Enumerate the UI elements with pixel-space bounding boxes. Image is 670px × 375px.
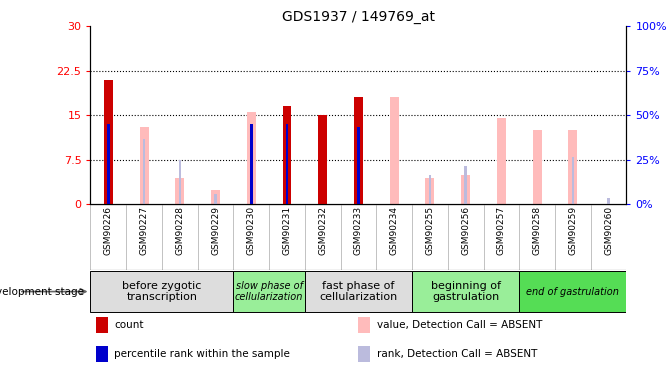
Bar: [519, 271, 626, 312]
Bar: [250, 124, 253, 204]
Text: percentile rank within the sample: percentile rank within the sample: [114, 349, 290, 359]
Text: GSM90230: GSM90230: [247, 206, 256, 255]
Text: GSM90226: GSM90226: [104, 206, 113, 255]
Bar: [247, 112, 256, 204]
Bar: [283, 106, 291, 204]
Bar: [211, 189, 220, 204]
Bar: [358, 318, 371, 333]
Bar: [568, 130, 578, 204]
Bar: [412, 271, 519, 312]
Bar: [429, 175, 431, 204]
Text: value, Detection Call = ABSENT: value, Detection Call = ABSENT: [377, 320, 542, 330]
Bar: [285, 124, 288, 204]
Text: GSM90258: GSM90258: [533, 206, 541, 255]
Bar: [318, 116, 327, 204]
Text: slow phase of
cellularization: slow phase of cellularization: [235, 281, 304, 302]
Bar: [390, 98, 399, 204]
Text: rank, Detection Call = ABSENT: rank, Detection Call = ABSENT: [377, 349, 537, 359]
Bar: [354, 98, 363, 204]
Bar: [139, 127, 149, 204]
Text: GSM90227: GSM90227: [139, 206, 149, 255]
Text: GSM90228: GSM90228: [176, 206, 184, 255]
Bar: [233, 271, 305, 312]
Bar: [461, 175, 470, 204]
Text: development stage: development stage: [0, 286, 84, 297]
Bar: [178, 160, 181, 204]
Text: GSM90231: GSM90231: [283, 206, 291, 255]
Bar: [214, 194, 217, 204]
Text: GSM90255: GSM90255: [425, 206, 434, 255]
Bar: [572, 157, 574, 204]
Bar: [607, 198, 610, 204]
Text: count: count: [114, 320, 143, 330]
Bar: [533, 130, 541, 204]
Text: GSM90259: GSM90259: [568, 206, 578, 255]
Text: end of gastrulation: end of gastrulation: [527, 286, 619, 297]
Text: fast phase of
cellularization: fast phase of cellularization: [320, 281, 397, 302]
Bar: [425, 178, 434, 204]
Bar: [305, 271, 412, 312]
Text: GSM90257: GSM90257: [497, 206, 506, 255]
Text: GSM90232: GSM90232: [318, 206, 327, 255]
Text: before zygotic
transcription: before zygotic transcription: [122, 281, 202, 302]
Text: GSM90260: GSM90260: [604, 206, 613, 255]
Bar: [104, 80, 113, 204]
Bar: [96, 346, 108, 362]
Bar: [176, 178, 184, 204]
Text: GSM90234: GSM90234: [390, 206, 399, 255]
Bar: [357, 127, 360, 204]
Bar: [107, 124, 110, 204]
Bar: [464, 166, 467, 204]
Title: GDS1937 / 149769_at: GDS1937 / 149769_at: [282, 10, 435, 24]
Text: GSM90233: GSM90233: [354, 206, 363, 255]
Bar: [497, 118, 506, 204]
Text: beginning of
gastrulation: beginning of gastrulation: [431, 281, 500, 302]
Text: GSM90256: GSM90256: [461, 206, 470, 255]
Text: GSM90229: GSM90229: [211, 206, 220, 255]
Bar: [96, 318, 108, 333]
Bar: [90, 271, 233, 312]
Bar: [358, 346, 371, 362]
Bar: [143, 139, 145, 204]
